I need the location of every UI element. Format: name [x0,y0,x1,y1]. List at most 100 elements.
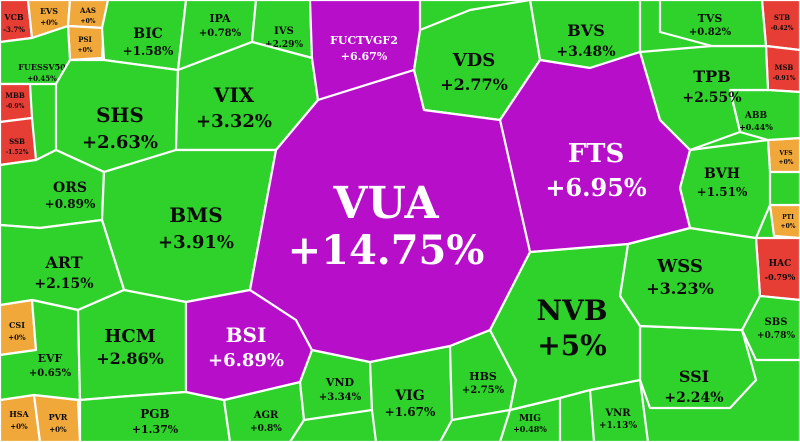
tile[interactable]: VND +3.34% [298,348,374,422]
tile-change: -3.7% [3,25,25,34]
tile[interactable]: HCM +2.86% [76,288,188,402]
tile[interactable]: PGB +1.37% [78,390,232,442]
tile-change: +6.67% [341,50,388,63]
tile[interactable]: WSS +3.23% [618,226,762,332]
tile-symbol: FTS [568,139,625,169]
tile[interactable]: VDS +2.77% [412,0,542,122]
tile-symbol: STB [774,13,790,22]
tile-change: +1.13% [599,421,637,431]
tile-symbol: FUESSV50 [18,62,66,72]
tile-change: +0% [781,223,796,230]
tile-change: +0.44% [739,122,773,132]
tile-change: +14.75% [288,227,485,274]
tile[interactable]: HAC -0.79% [754,236,800,302]
tile[interactable]: ART +2.15% [0,218,126,312]
tile[interactable]: VFS +0% [766,136,800,174]
tile-change: +2.86% [96,349,164,368]
tile-symbol: HAC [769,259,792,269]
tile-change: +0% [8,333,26,342]
tile-change: +1.58% [123,44,174,58]
tile-symbol: MIG [519,414,541,424]
tile-symbol: NVB [537,294,608,327]
tile-symbol: SSB [9,137,25,146]
tile-symbol: HCM [104,326,155,347]
tile-symbol: EVF [38,352,63,365]
tile-change: +2.29% [265,40,303,50]
tile[interactable]: STB -0.42% [760,0,800,52]
tile[interactable]: SSI +2.24% [638,324,758,410]
tile-change: +3.32% [196,111,272,132]
tile-symbol: EVS [40,6,58,16]
tile[interactable]: NVB +5% [488,242,642,412]
tile-change: +0% [49,425,67,434]
tile-symbol: WSS [656,256,703,277]
tile-change: -0.79% [765,272,796,282]
tile-change: +3.34% [319,392,362,403]
tile-symbol: VIG [394,388,424,404]
tile-change: +1.51% [697,185,748,199]
tile[interactable]: PTI +0% [768,203,800,240]
tile-symbol: SSI [679,367,709,386]
tile-change: +0.48% [513,424,547,434]
tile[interactable]: TVS +0.82% [658,0,768,48]
tile-change: -0.42% [771,25,794,32]
tile-change: +2.63% [82,132,158,153]
tile-symbol: MBB [5,91,25,100]
tile-change: +5% [537,329,607,362]
tile[interactable]: SSB -1.52% [0,116,38,167]
tile-change: +0% [10,422,28,431]
tile-change: +0.78% [199,28,242,39]
tile-change: +0.82% [689,27,732,38]
tile[interactable]: FUCTVGF2 +6.67% [308,0,422,102]
tile-change: +0.78% [757,331,795,341]
tile-symbol: PSI [78,35,92,44]
tile-change: +3.91% [158,232,234,253]
tile[interactable]: BIC +1.58% [100,0,188,72]
tile-symbol: BVH [704,166,740,182]
tile-change: -1.52% [6,149,29,156]
tile[interactable]: VCB -3.7% [0,0,34,44]
tile[interactable]: MSB -0.91% [764,44,800,94]
tile-symbol: ABB [744,111,768,121]
tile-symbol: IVS [274,26,294,37]
tile-symbol: VNR [604,408,631,419]
tile-change: +0.89% [45,197,96,211]
tile-symbol: ART [44,253,82,272]
tile-change: +3.48% [556,44,615,60]
tile-symbol: VIX [213,83,255,107]
tile-change: +2.24% [664,390,723,406]
tile-change: +2.55% [682,90,741,106]
tile-symbol: VCB [3,12,24,22]
tile-symbol: HBS [469,370,497,383]
tile-change: +0.45% [27,74,57,83]
tile-change: +0.8% [250,424,282,434]
tile[interactable]: ORS +0.89% [0,148,106,230]
tile[interactable]: BVS +3.48% [528,0,642,70]
tile-change: -0.9% [6,103,25,110]
tile-symbol: BIC [133,26,163,42]
tile-change: +0% [40,18,58,27]
tile[interactable]: BMS +3.91% [100,148,278,304]
tile-symbol: IPA [209,12,231,25]
tile-symbol: VND [325,376,355,389]
tile-symbol: VDS [452,50,496,71]
tile-change: +2.75% [462,385,505,396]
tile[interactable]: TPB +2.55% [638,44,770,152]
tile[interactable]: PSI +0% [66,24,106,62]
tile[interactable]: PVR +0% [32,393,82,442]
tile-symbol: BVS [567,21,605,40]
tile-symbol: FUCTVGF2 [330,34,398,47]
tile[interactable]: VIX +3.32% [174,40,320,152]
tile-symbol: ORS [53,180,87,196]
tile-symbol: PGB [140,407,169,421]
tile[interactable]: VUA +14.75% [248,68,532,364]
tile-change: -0.91% [773,75,796,82]
tile-symbol: HSA [9,409,29,419]
tile[interactable]: CSI +0% [0,298,38,357]
tile-symbol: TVS [698,12,723,25]
tile[interactable]: FTS +6.95% [498,50,692,254]
tile[interactable]: BVH +1.51% [678,138,772,240]
tile-symbol: MSB [775,63,794,72]
tile-symbol: PVR [49,412,68,422]
tile[interactable]: MBB -0.9% [0,82,34,124]
